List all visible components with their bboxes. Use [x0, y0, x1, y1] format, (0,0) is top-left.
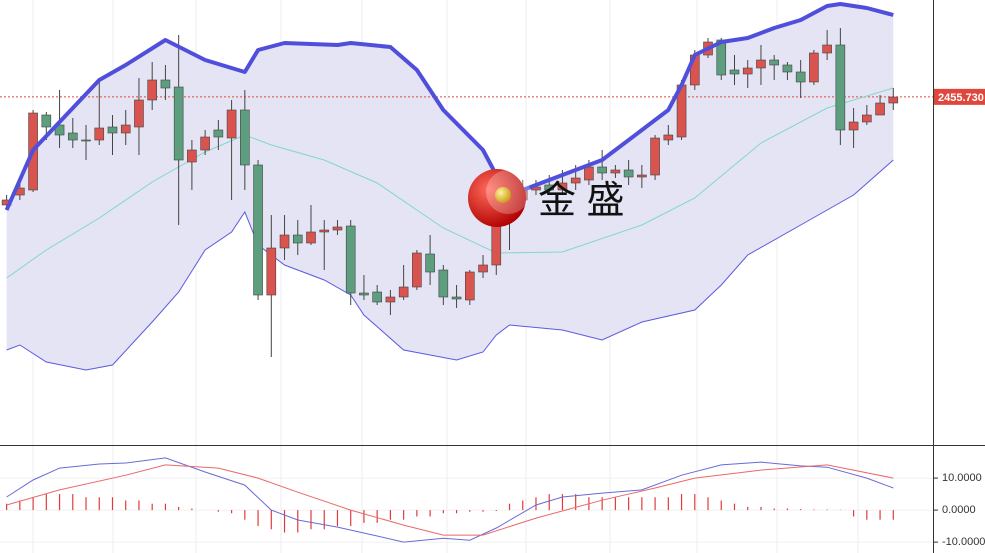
candle-body [769, 59, 779, 66]
candle-body [584, 166, 594, 181]
macd-line [6, 457, 894, 543]
candle-body [67, 132, 78, 141]
y-tick-label: -10.0000 [942, 536, 985, 548]
candle-body [610, 169, 621, 174]
candle-body [200, 136, 210, 151]
candle-body [372, 291, 382, 303]
candle-body [875, 102, 885, 116]
watermark-logo [468, 169, 530, 227]
candle-body [438, 269, 449, 298]
candle-body [451, 296, 462, 300]
candle-body [637, 174, 647, 178]
candle-body [756, 59, 766, 69]
candle-body [557, 182, 568, 191]
candle-body [94, 127, 105, 141]
candle-body [570, 177, 581, 184]
candle-body [663, 134, 674, 141]
candle-body [795, 71, 806, 83]
band-fill [6, 4, 894, 370]
candle-body [81, 139, 91, 142]
candle-body [650, 137, 660, 176]
candle-body [782, 64, 793, 73]
candle-body [835, 44, 846, 131]
candle-body [292, 234, 303, 244]
candle-body [888, 96, 899, 104]
candle-body [226, 109, 237, 139]
candle-body [120, 124, 131, 134]
candle-body [107, 126, 118, 134]
candle-body [147, 79, 157, 101]
last-price-tag [934, 88, 985, 105]
candle-body [266, 247, 277, 296]
candle-body [848, 121, 859, 131]
candle-body [319, 229, 330, 233]
candle-body [478, 264, 488, 273]
candle-body [160, 79, 171, 89]
y-tick-label: 0.0000 [942, 504, 976, 516]
price-panel [0, 2, 933, 371]
candle-body [822, 44, 832, 54]
macd-line [6, 464, 894, 536]
band-line [6, 87, 894, 279]
candle-body [425, 253, 435, 273]
candle-body [306, 231, 316, 244]
candle-body [54, 124, 65, 136]
candle-body [41, 114, 52, 128]
candle-body [809, 52, 819, 83]
candle-body [465, 271, 475, 301]
watermark-text: 金 盛 [538, 180, 625, 222]
y-tick-label: 10.0000 [942, 472, 982, 484]
candle-body [742, 67, 753, 75]
candle-body [398, 286, 409, 298]
candle-body [253, 164, 263, 296]
candle-body [385, 296, 396, 303]
candle-body [213, 129, 224, 138]
candle-body [173, 86, 184, 161]
candle-body [134, 99, 144, 128]
candle-body [345, 225, 356, 294]
candle-body [279, 234, 290, 249]
candle-body [187, 149, 197, 163]
macd-panel [0, 457, 933, 543]
candle-body [359, 292, 369, 296]
band-line [6, 159, 894, 371]
candle-body [623, 169, 634, 178]
candle-body [597, 166, 607, 174]
candle-body [240, 109, 250, 166]
candle-body [862, 114, 872, 123]
last-price-label: 2455.730 [938, 92, 984, 104]
candle-body [544, 184, 555, 191]
candle-body [332, 226, 343, 231]
candle-body [729, 69, 740, 75]
candle-body [412, 252, 422, 288]
